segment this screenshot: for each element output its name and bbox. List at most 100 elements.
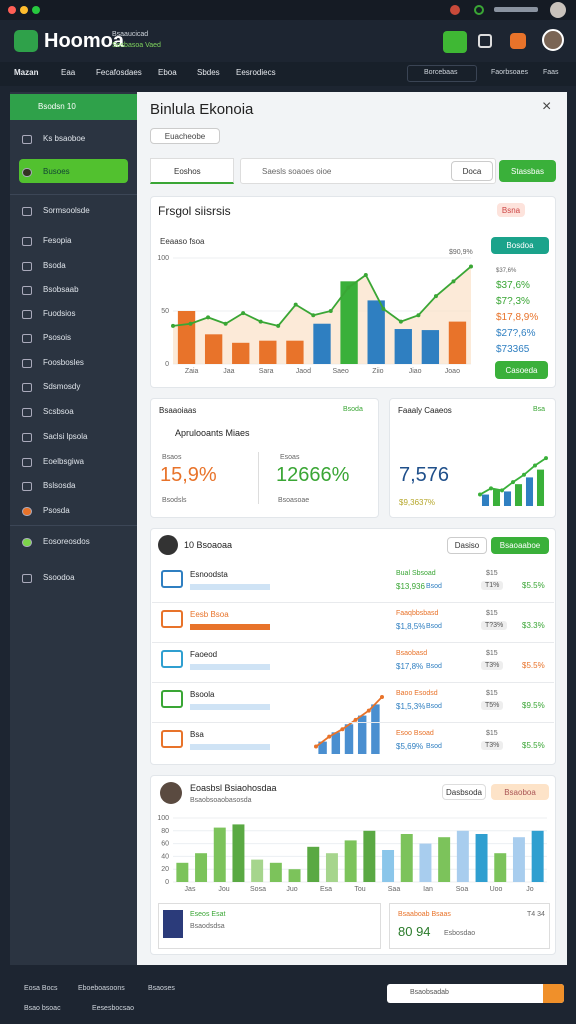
bar bbox=[313, 323, 331, 364]
nav-link[interactable]: Sbdes bbox=[197, 68, 220, 77]
x-tick-label: Tou bbox=[354, 886, 365, 893]
tab[interactable]: Euacheobe bbox=[150, 128, 220, 144]
sidebar-icon bbox=[22, 168, 32, 177]
point bbox=[381, 306, 386, 311]
notification[interactable] bbox=[510, 33, 526, 49]
trend-chart: 0 50 100 Zaia Jaa Sara Jaod Saeo Ziio Jiao Joao bbox=[157, 255, 473, 375]
header-button[interactable] bbox=[443, 31, 467, 53]
stat: $7?,3% bbox=[496, 296, 530, 307]
min-dot[interactable] bbox=[20, 6, 28, 14]
sidebar-item[interactable]: Psosois bbox=[43, 333, 72, 342]
user-avatar[interactable] bbox=[542, 29, 564, 51]
x-tick-label: Jou bbox=[218, 886, 229, 893]
row-icon bbox=[161, 610, 183, 628]
sidebar-active[interactable] bbox=[19, 159, 128, 183]
max-dot[interactable] bbox=[32, 6, 40, 14]
x-tick-label: Soa bbox=[456, 886, 469, 893]
footer-search[interactable] bbox=[387, 984, 564, 1003]
bar bbox=[394, 329, 412, 364]
row-value: $13,936 bbox=[396, 582, 425, 591]
label: Bsaos bbox=[162, 454, 182, 461]
sidebar-item[interactable]: Fesopia bbox=[43, 236, 72, 245]
sidebar-item[interactable]: Bslsosda bbox=[43, 481, 76, 490]
primary-button[interactable]: Stassbas bbox=[499, 160, 556, 182]
sidebar-item[interactable]: Ks bsaoboe bbox=[43, 134, 86, 143]
nav-link[interactable]: Mazan bbox=[14, 68, 39, 77]
sidebar-item[interactable]: Eosoreosdos bbox=[43, 537, 90, 546]
point bbox=[469, 264, 473, 269]
bar bbox=[438, 837, 451, 882]
icon[interactable] bbox=[478, 34, 492, 48]
footer-search-button[interactable] bbox=[543, 984, 564, 1003]
point bbox=[478, 492, 482, 497]
sidebar-item[interactable]: Bsoda bbox=[43, 261, 66, 270]
avatar[interactable] bbox=[550, 2, 566, 18]
button[interactable]: Bsaoboa bbox=[491, 784, 549, 800]
point bbox=[241, 311, 246, 316]
button[interactable]: Dasbsoda bbox=[442, 784, 486, 800]
bar bbox=[288, 869, 301, 882]
dist-chart: 0 20 40 60 80 100 Jas Jou Sosa Juo Esa Tou Saa Ian Soa… bbox=[157, 815, 547, 893]
button[interactable]: Doca bbox=[451, 161, 493, 181]
point bbox=[489, 486, 493, 491]
stat: $73365 bbox=[496, 344, 530, 355]
sidebar-item[interactable]: Foosbosles bbox=[43, 358, 84, 367]
close-dot[interactable] bbox=[8, 6, 16, 14]
sidebar-icon bbox=[22, 408, 32, 417]
footer-link[interactable]: Eesesbocsao bbox=[92, 1005, 135, 1012]
tag: T4 34 bbox=[527, 911, 545, 918]
sidebar-header[interactable] bbox=[10, 94, 137, 120]
row-icon bbox=[161, 570, 183, 588]
bar bbox=[177, 311, 196, 364]
logo-icon bbox=[14, 30, 38, 52]
row-bar bbox=[190, 584, 270, 590]
filter[interactable] bbox=[150, 158, 234, 184]
avatar bbox=[158, 535, 178, 555]
nav-search[interactable] bbox=[407, 65, 477, 82]
button-text: Bsaoboa bbox=[504, 787, 536, 797]
sidebar-item[interactable]: Fuodsios bbox=[43, 309, 76, 318]
sidebar-item[interactable]: Busoes bbox=[43, 167, 70, 176]
nav-link[interactable]: Eesrodiecs bbox=[236, 68, 276, 77]
sidebar-item[interactable]: Scsbsoa bbox=[43, 407, 74, 416]
primary-button[interactable]: Bsaoaaboe bbox=[491, 537, 549, 554]
bar bbox=[419, 843, 432, 882]
close-button[interactable]: × bbox=[542, 98, 552, 115]
button[interactable]: Bosdoa bbox=[491, 237, 549, 254]
row-pct: $5.5% bbox=[522, 741, 545, 750]
stat: $37,6% bbox=[496, 280, 530, 291]
y-tick-label: 0 bbox=[165, 361, 169, 368]
x-tick-label: Saa bbox=[388, 886, 401, 893]
nav-link[interactable]: Faas bbox=[543, 69, 559, 76]
action-button[interactable]: Casoeda bbox=[495, 361, 548, 379]
sidebar-item[interactable]: Psosda bbox=[43, 506, 70, 515]
sidebar-item[interactable]: Sdsmosdy bbox=[43, 382, 81, 391]
badge[interactable]: Bsna bbox=[497, 203, 525, 217]
bar bbox=[456, 830, 469, 882]
nav-link[interactable]: Eaa bbox=[61, 68, 76, 77]
bar bbox=[448, 321, 467, 364]
footer-link[interactable]: Bsao bsoac bbox=[24, 1005, 61, 1012]
chart-subtitle: Eeaaso fsoa bbox=[160, 237, 205, 246]
point bbox=[544, 456, 548, 461]
nav-link[interactable]: Fecafosdaes bbox=[96, 68, 142, 77]
nav-link[interactable]: Faorbsoaes bbox=[491, 69, 528, 76]
nav-link[interactable]: Eboa bbox=[158, 68, 177, 77]
row-small: $15 bbox=[486, 730, 498, 737]
point bbox=[500, 488, 504, 493]
footer-link[interactable]: Bsaoses bbox=[148, 985, 175, 992]
footer-link[interactable]: Eosa Bocs bbox=[24, 985, 58, 992]
row-small: $15 bbox=[486, 690, 498, 697]
button[interactable]: Dasiso bbox=[447, 537, 487, 554]
sub-title: Bsaaboab Bsaas bbox=[398, 911, 451, 918]
footer-link[interactable]: Eboeboasoons bbox=[78, 985, 125, 992]
sidebar-item[interactable]: Bsobsaab bbox=[43, 285, 79, 294]
row-divider bbox=[152, 642, 554, 643]
sidebar-item[interactable]: Eoelbsgiwa bbox=[43, 457, 84, 466]
sidebar-item[interactable]: Sormsoolsde bbox=[43, 206, 90, 215]
row-name: Faoeod bbox=[190, 650, 218, 659]
sidebar-item[interactable]: Saclsi lpsola bbox=[43, 432, 88, 441]
row-value: $1,8,5% bbox=[396, 622, 426, 631]
sidebar-item[interactable]: Ssoodoa bbox=[43, 573, 75, 582]
bar bbox=[481, 494, 490, 506]
